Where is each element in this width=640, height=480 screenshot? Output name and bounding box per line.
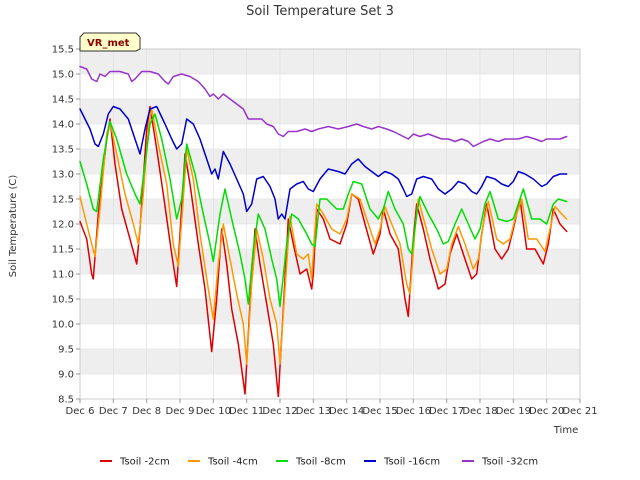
series-line-tsoil-4cm [79, 108, 568, 365]
series-line-tsoil-2cm [79, 105, 568, 398]
y-tick-label: 8.5 [58, 395, 74, 406]
plot-band [80, 174, 580, 199]
x-axis-label: Time [553, 425, 578, 436]
station-badge: VR_met [79, 32, 141, 52]
x-tick-label: Dec 11 [229, 406, 264, 417]
y-tick-label: 9.5 [58, 345, 74, 356]
plot-band [80, 74, 580, 99]
plot-bands [80, 49, 580, 399]
y-tick-label: 13.0 [52, 170, 74, 181]
station-badge-box [79, 32, 141, 52]
y-tick-label: 9.0 [58, 370, 74, 381]
plot-band [80, 224, 580, 249]
x-tick-label: Dec 16 [396, 406, 431, 417]
y-tick-label: 11.5 [52, 245, 74, 256]
y-axis-label: Soil Temperature (C) [8, 175, 19, 278]
x-tick-label: Dec 6 [66, 406, 95, 417]
y-tick-label: 14.5 [52, 95, 74, 106]
y-tick-label: 15.5 [52, 45, 74, 56]
y-axis-ticks: 8.5 9.0 9.5 10.0 10.5 11.0 11.5 12.0 12.5 13.0 13.… [52, 45, 80, 406]
legend-label-tsoil-4cm: Tsoil -4cm [207, 457, 258, 468]
x-tick-label: Dec 14 [329, 406, 364, 417]
series-line-tsoil-16cm [79, 105, 568, 220]
legend-label-tsoil-2cm: Tsoil -2cm [119, 457, 170, 468]
x-tick-label: Dec 12 [262, 406, 297, 417]
plot-band [80, 324, 580, 349]
y-tick-label: 10.0 [52, 320, 74, 331]
series-line-tsoil-32cm [79, 65, 568, 148]
chart-title: Soil Temperature Set 3 [246, 4, 394, 19]
x-tick-label: Dec 19 [496, 406, 531, 417]
series-lines [79, 65, 568, 398]
y-tick-label: 13.5 [52, 145, 74, 156]
y-tick-label: 12.5 [52, 195, 74, 206]
legend: Tsoil -2cm Tsoil -4cm Tsoil -8cm Tsoil -16c… [100, 457, 538, 468]
plot-band [80, 274, 580, 299]
x-tick-label: Dec 7 [99, 406, 128, 417]
plot-band [80, 99, 580, 124]
station-badge-text: VR_met [87, 38, 130, 49]
x-tick-label: Dec 17 [429, 406, 464, 417]
x-tick-label: Dec 15 [362, 406, 397, 417]
y-tick-label: 14.0 [52, 120, 74, 131]
x-tick-label: Dec 20 [529, 406, 564, 417]
y-tick-label: 11.0 [52, 270, 74, 281]
plot-band [80, 299, 580, 324]
x-tick-label: Dec 9 [166, 406, 195, 417]
plot-band [80, 349, 580, 374]
x-tick-label: Dec 18 [462, 406, 497, 417]
legend-label-tsoil-32cm: Tsoil -32cm [481, 457, 538, 468]
x-tick-label: Dec 21 [562, 406, 597, 417]
plot-band [80, 374, 580, 399]
y-tick-label: 15.0 [52, 70, 74, 81]
y-tick-label: 10.5 [52, 295, 74, 306]
x-tick-label: Dec 10 [196, 406, 231, 417]
series-line-tsoil-8cm [79, 113, 568, 308]
y-tick-label: 12.0 [52, 220, 74, 231]
x-tick-label: Dec 13 [296, 406, 331, 417]
legend-label-tsoil-8cm: Tsoil -8cm [295, 457, 346, 468]
plot-band [80, 49, 580, 74]
plot-band [80, 249, 580, 274]
plot-band [80, 149, 580, 174]
x-tick-label: Dec 8 [132, 406, 161, 417]
legend-label-tsoil-16cm: Tsoil -16cm [383, 457, 440, 468]
